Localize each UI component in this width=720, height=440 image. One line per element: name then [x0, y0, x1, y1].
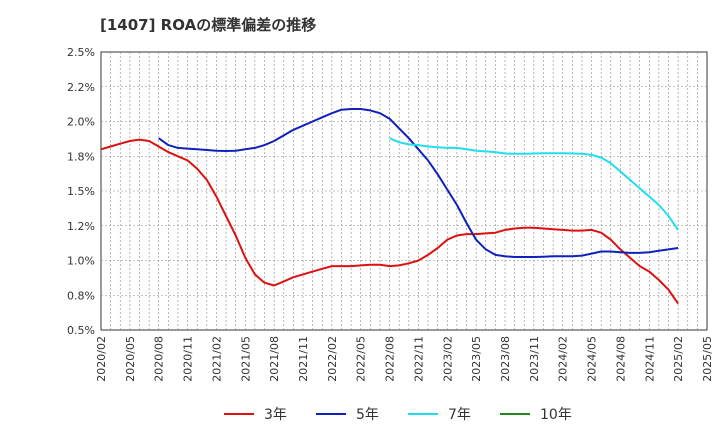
y-tick-label: 2.2% — [67, 81, 95, 94]
series-line-3年 — [100, 138, 679, 305]
x-tick-label: 2020/02 — [95, 336, 108, 382]
x-tick-label: 2025/02 — [672, 336, 685, 382]
series-line-7年 — [389, 137, 679, 231]
y-tick-label: 1.2% — [67, 220, 95, 233]
x-tick-label: 2023/05 — [470, 336, 483, 382]
x-tick-label: 2022/02 — [326, 336, 339, 382]
legend-label: 3年 — [264, 407, 287, 423]
legend-label: 10年 — [540, 407, 572, 423]
plot-area — [100, 51, 708, 331]
y-tick-label: 1.8% — [67, 150, 95, 163]
legend-label: 5年 — [356, 407, 379, 423]
y-tick-label: 1.5% — [67, 185, 95, 198]
x-tick-label: 2024/02 — [557, 336, 570, 382]
legend: 3年 5年 7年 10年 — [224, 407, 572, 423]
x-tick-label: 2021/05 — [239, 336, 252, 382]
series-lines — [100, 108, 679, 305]
x-tick-label: 2020/05 — [124, 336, 137, 382]
y-tick-label: 0.5% — [67, 324, 95, 337]
y-tick-label: 1.0% — [67, 255, 95, 268]
x-tick-label: 2025/05 — [701, 336, 714, 382]
x-tick-label: 2021/08 — [268, 336, 281, 382]
x-tick-label: 2022/05 — [355, 336, 368, 382]
x-tick-label: 2020/08 — [153, 336, 166, 382]
x-tick-label: 2020/11 — [182, 336, 195, 382]
x-tick-label: 2022/08 — [384, 336, 397, 382]
x-tick-label: 2021/02 — [210, 336, 223, 382]
x-tick-label: 2023/08 — [499, 336, 512, 382]
x-tick-label: 2022/11 — [412, 336, 425, 382]
x-tick-label: 2024/05 — [586, 336, 599, 382]
x-tick-label: 2023/02 — [441, 336, 454, 382]
y-tick-label: 2.0% — [67, 116, 95, 129]
y-tick-label: 0.8% — [67, 289, 95, 302]
chart-title: [1407] ROAの標準偏差の推移 — [100, 16, 317, 34]
series-line-5年 — [158, 108, 679, 258]
x-tick-label: 2024/08 — [614, 336, 627, 382]
y-tick-label: 2.5% — [67, 46, 95, 59]
x-tick-label: 2021/11 — [297, 336, 310, 382]
x-axis-ticks: 2020/02 2020/05 2020/08 2020/11 2021/02 2021/… — [95, 336, 714, 382]
x-tick-label: 2023/11 — [528, 336, 541, 382]
legend-label: 7年 — [448, 407, 471, 423]
y-axis-ticks: 0.5% 0.8% 1.0% 1.2% 1.5% 1.8% 2.0% 2.2% 2.5% — [67, 46, 95, 337]
grid-lines — [101, 52, 707, 330]
x-tick-label: 2024/11 — [643, 336, 656, 382]
